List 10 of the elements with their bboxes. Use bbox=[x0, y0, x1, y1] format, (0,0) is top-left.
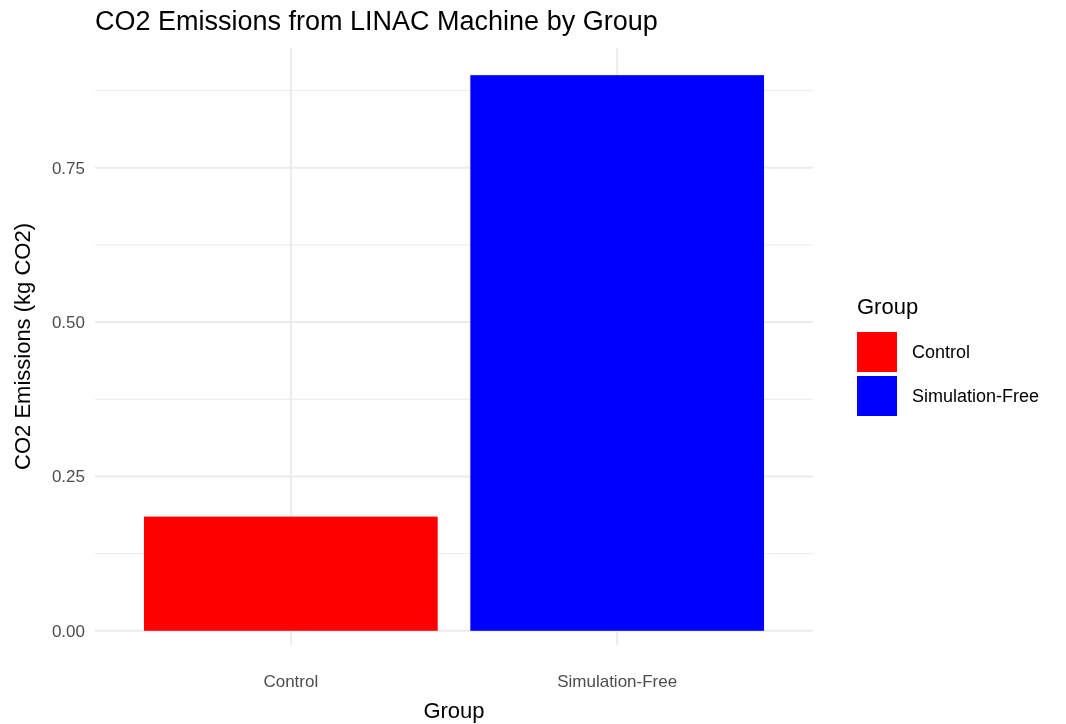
y-tick-label: 0.75 bbox=[51, 158, 85, 178]
legend-label: Control bbox=[912, 342, 971, 363]
x-axis-title: Group bbox=[423, 698, 485, 723]
y-tick-label: 0.50 bbox=[51, 313, 85, 333]
legend-label: Simulation-Free bbox=[912, 386, 1040, 407]
y-tick-label: 0.00 bbox=[51, 621, 85, 641]
legend-title: Group bbox=[857, 294, 919, 319]
y-tick-label: 0.25 bbox=[51, 467, 85, 487]
chart-title: CO2 Emissions from LINAC Machine by Group bbox=[95, 6, 658, 36]
y-axis-title: CO2 Emissions (kg CO2) bbox=[10, 223, 35, 470]
